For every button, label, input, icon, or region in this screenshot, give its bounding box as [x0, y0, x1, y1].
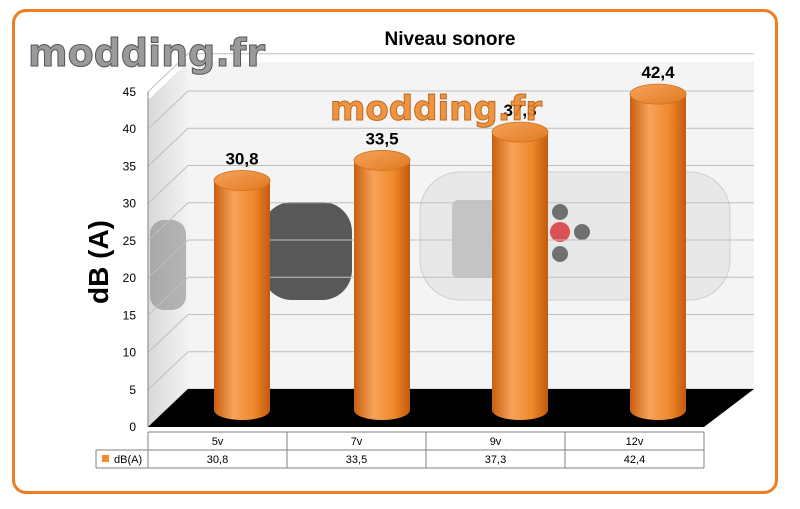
legend-series-name: dB(A): [114, 454, 142, 466]
bar-body: [214, 180, 270, 420]
gridline-side: [147, 351, 189, 391]
bar-top: [353, 150, 411, 171]
gridline-side: [147, 314, 189, 353]
data-label: 30,8: [225, 150, 258, 169]
data-labels: 30,8 33,5 37,3 42,4: [225, 63, 675, 168]
table-value: 33,5: [346, 454, 367, 466]
y-tick-label: 10: [123, 346, 137, 360]
table-category: 12v: [626, 436, 644, 448]
bar-top: [491, 121, 549, 143]
data-table: 5v 30,8 7v 33,5 9v 37,3 12v 42,4 dB(A): [95, 431, 705, 469]
data-label: 33,5: [365, 129, 398, 148]
y-tick-label: 45: [123, 85, 137, 99]
y-tick-label: 25: [123, 234, 137, 248]
gridline-side: [147, 90, 189, 130]
y-axis: 0 5 10 15 20 25 30 35 40 45: [123, 85, 149, 434]
y-axis-label: dB (A): [83, 220, 114, 304]
data-label: 37,3: [503, 101, 536, 120]
bar: [629, 83, 687, 421]
bar-body: [354, 160, 410, 421]
y-tick-label: 0: [129, 420, 136, 434]
y-tick-label: 40: [123, 122, 137, 136]
table-value: 37,3: [485, 454, 506, 466]
y-tick-label: 35: [123, 159, 137, 173]
table-category: 5v: [212, 436, 224, 448]
data-label: 42,4: [641, 63, 675, 82]
y-tick-label: 30: [123, 197, 137, 211]
bar: [213, 170, 271, 420]
gridline-side: [147, 53, 189, 93]
bar-body: [492, 132, 548, 421]
table-value: 30,8: [207, 454, 228, 466]
bar-top: [213, 170, 271, 191]
bar: [491, 121, 549, 421]
bar-body: [630, 94, 686, 421]
floor-plane: [148, 389, 754, 427]
table-value: 42,4: [624, 454, 645, 466]
y-tick-label: 15: [123, 308, 137, 322]
gridline-side: [147, 276, 189, 316]
table-category: 7v: [351, 436, 363, 448]
bar-series: [213, 83, 687, 421]
bar: [353, 150, 411, 421]
y-tick-label: 20: [123, 271, 137, 285]
watermark-center: modding.fr: [330, 89, 542, 129]
watermark-topleft: modding.fr: [28, 31, 265, 75]
chart-title: Niveau sonore: [385, 29, 516, 50]
gridline-side: [147, 239, 189, 279]
gridline-side: [147, 127, 189, 167]
y-tick-label: 5: [129, 383, 136, 397]
legend-swatch: [102, 455, 109, 462]
gridline-side: [147, 165, 189, 204]
bar-top: [629, 83, 687, 105]
table-category: 9v: [490, 436, 502, 448]
chart-floor: [148, 389, 754, 427]
gridline-side: [147, 202, 189, 242]
